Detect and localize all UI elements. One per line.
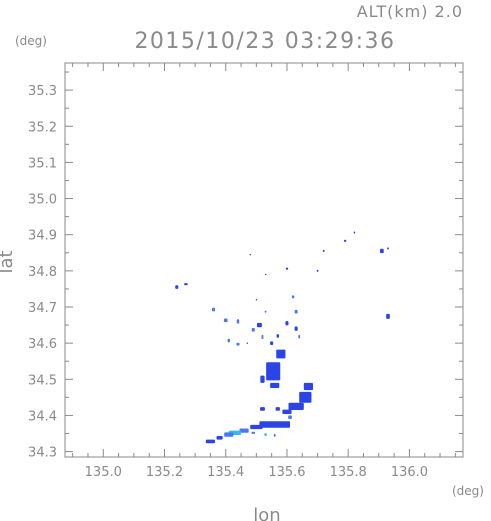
echo-cell: [246, 342, 249, 344]
echo-cell: [299, 391, 312, 403]
echo-cell: [270, 382, 280, 388]
echo-cell: [270, 341, 274, 345]
echo-cell: [236, 342, 240, 346]
echo-cell: [264, 433, 267, 437]
echo-cell: [261, 334, 264, 340]
echo-cell: [255, 299, 258, 301]
echo-cell: [175, 285, 179, 289]
echo-cell: [256, 322, 262, 328]
x-tick-label: 135.6: [268, 465, 305, 480]
x-tick-label: 135.8: [330, 465, 367, 480]
echo-cell: [251, 431, 256, 434]
echo-cell: [205, 439, 216, 444]
y-tick-label: 34.7: [28, 301, 57, 316]
echo-cell: [386, 313, 390, 319]
echo-cell: [266, 362, 281, 381]
x-unit-label: (deg): [452, 484, 484, 498]
echo-cell: [249, 253, 252, 256]
y-tick-label: 34.3: [28, 446, 57, 461]
y-tick-label: 35.0: [28, 193, 57, 208]
echo-cell: [211, 307, 216, 312]
echo-cell: [285, 321, 289, 326]
echo-cell: [275, 407, 280, 411]
y-tick-label: 35.2: [28, 120, 57, 135]
y-axis-label: lat: [0, 250, 17, 273]
echo-cells: [175, 231, 390, 444]
x-tick-label: 135.0: [85, 465, 122, 480]
x-axis-label: lon: [253, 505, 280, 521]
echo-cell: [259, 421, 291, 428]
y-tick-label: 34.4: [28, 409, 57, 424]
echo-cell: [260, 375, 265, 383]
echo-cell: [285, 267, 289, 270]
x-tick-label: 136.0: [391, 465, 428, 480]
echo-cell: [353, 231, 356, 234]
echo-cell: [276, 334, 280, 338]
y-tick-label: 35.1: [28, 156, 57, 171]
timestamp: 2015/10/23 03:29:36: [134, 29, 395, 54]
x-tick-label: 135.2: [146, 465, 183, 480]
altitude-label: ALT(km) 2.0: [357, 2, 463, 21]
y-tick-label: 34.5: [28, 373, 57, 388]
echo-cell: [282, 409, 292, 414]
echo-cell: [223, 318, 228, 323]
y-unit-label: (deg): [15, 34, 47, 48]
echo-cell: [322, 249, 325, 253]
echo-cell: [251, 327, 255, 332]
echo-cell: [343, 239, 347, 242]
y-tick-label: 34.8: [28, 265, 57, 280]
echo-cell: [260, 407, 265, 411]
echo-cell: [288, 415, 292, 420]
echo-cell: [380, 248, 384, 254]
y-tick-label: 35.3: [28, 84, 57, 99]
echo-cell: [227, 338, 231, 343]
echo-cell: [236, 319, 240, 324]
echo-cell: [264, 273, 267, 276]
echo-cell: [276, 349, 286, 359]
y-tick-label: 34.9: [28, 229, 57, 244]
echo-cell: [224, 432, 234, 437]
y-tick-label: 34.6: [28, 337, 57, 352]
echo-cell: [239, 428, 249, 433]
plot-frame: [64, 62, 464, 458]
echo-cell: [303, 382, 313, 391]
axis-ticks: 135.0 135.2 135.4 135.6 135.8 136.0 34.3 34.4 34…: [28, 63, 463, 480]
echo-cell: [294, 326, 298, 331]
echo-cell: [291, 295, 295, 299]
echo-cell: [216, 436, 223, 440]
x-tick-label: 135.4: [207, 465, 244, 480]
echo-cell: [264, 310, 267, 313]
echo-cell: [298, 334, 301, 339]
echo-cell: [316, 269, 319, 272]
echo-cell: [387, 247, 389, 250]
echo-cell: [273, 433, 276, 437]
echo-cell: [250, 424, 263, 430]
echo-cell: [288, 402, 304, 411]
echo-cell: [294, 309, 298, 314]
echo-cell: [184, 283, 188, 286]
